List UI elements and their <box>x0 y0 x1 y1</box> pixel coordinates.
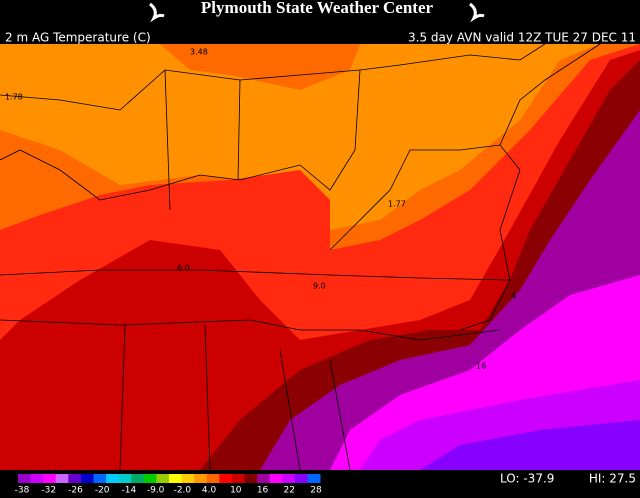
color-swatch <box>143 474 157 483</box>
contour-label: 1.78 <box>5 93 23 102</box>
color-swatch <box>181 474 195 483</box>
color-swatch <box>169 474 183 483</box>
map: 3.48 1.78 6.0 1.77 9.0 4 16 <box>0 43 640 471</box>
color-bar: -38 -32 -26 -20 -14 -9.0 -2.0 4.0 10 16 22 28 <box>15 474 322 496</box>
color-bar-label: 10 <box>230 486 242 496</box>
color-swatch <box>206 474 220 483</box>
color-bar-label: 28 <box>310 486 322 496</box>
color-swatch <box>307 474 321 483</box>
contour-label: 1.77 <box>388 200 406 209</box>
logo-right <box>469 2 485 23</box>
contour-label: 16 <box>476 362 486 371</box>
lo-value: LO: -37.9 <box>500 472 554 486</box>
color-swatch <box>231 474 245 483</box>
field-blue-violet <box>420 420 640 470</box>
color-swatch <box>80 474 94 483</box>
title: Plymouth State Weather Center <box>201 0 434 17</box>
color-swatch <box>68 474 82 483</box>
color-swatch <box>131 474 145 483</box>
color-bar-label: -9.0 <box>147 486 165 496</box>
field-dark-orange <box>160 44 360 90</box>
color-swatch <box>244 474 258 483</box>
color-swatch <box>18 474 32 483</box>
color-bar-label: -2.0 <box>174 486 192 496</box>
borders <box>0 43 601 471</box>
color-swatch <box>106 474 120 483</box>
hi-value: HI: 27.5 <box>589 472 636 486</box>
color-swatch <box>93 474 107 483</box>
color-bar-label: -26 <box>68 486 83 496</box>
color-bar-label: -32 <box>41 486 56 496</box>
color-swatch <box>156 474 170 483</box>
color-swatch <box>118 474 132 483</box>
color-bar-label: -14 <box>122 486 137 496</box>
color-swatch <box>55 474 69 483</box>
color-bar-label: 22 <box>284 486 295 496</box>
contour-label: 3.48 <box>190 48 208 57</box>
color-bar-label: 16 <box>257 486 269 496</box>
color-swatch <box>194 474 208 483</box>
logo-left <box>149 2 165 23</box>
contour-label: 9.0 <box>313 282 326 291</box>
color-swatch <box>282 474 296 483</box>
color-bar-label: -38 <box>15 486 30 496</box>
contour-label: 4 <box>511 292 516 301</box>
color-swatch <box>43 474 57 483</box>
color-bar-label: 4.0 <box>202 486 217 496</box>
color-bar-label: -20 <box>95 486 110 496</box>
contour-label: 6.0 <box>177 264 190 273</box>
field-label: 2 m AG Temperature (C) <box>5 31 151 45</box>
color-swatch <box>269 474 283 483</box>
color-swatch <box>294 474 308 483</box>
color-swatch <box>219 474 233 483</box>
valid-time: 3.5 day AVN valid 12Z TUE 27 DEC 11 <box>408 31 636 45</box>
color-swatch <box>257 474 271 483</box>
color-swatch <box>30 474 44 483</box>
